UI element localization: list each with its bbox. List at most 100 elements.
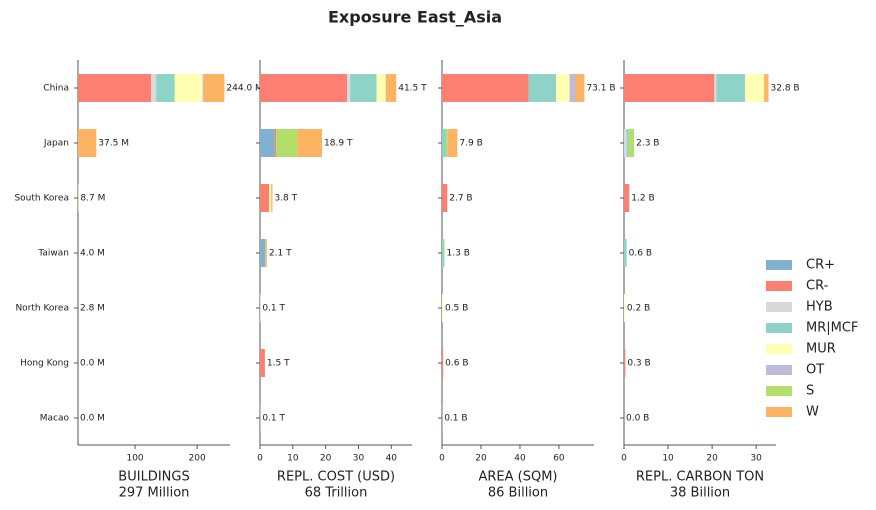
bar-segment xyxy=(624,184,630,212)
value-label: 32.8 B xyxy=(771,84,800,94)
bar-segment xyxy=(624,129,627,157)
y-tick-label: South Korea xyxy=(14,194,69,204)
legend-swatch xyxy=(766,281,792,291)
legend-label: OT xyxy=(806,363,824,378)
bar-segment xyxy=(78,74,152,102)
bar-segment xyxy=(626,129,629,157)
y-tick-label: Hong Kong xyxy=(20,359,69,369)
x-axis-label: AREA (SQM) xyxy=(478,470,557,485)
bar-segment xyxy=(174,74,203,102)
bar-segment xyxy=(260,129,275,157)
value-label: 2.3 B xyxy=(636,139,659,149)
x-tick-label: 0 xyxy=(621,454,627,464)
bar-segment xyxy=(442,129,446,157)
bar-segment xyxy=(269,184,272,212)
bar-segment xyxy=(385,74,397,102)
bar-segment xyxy=(271,184,273,212)
bar-segment xyxy=(151,74,157,102)
value-label: 73.1 B xyxy=(586,84,615,94)
bar-segment xyxy=(442,294,443,322)
value-label: 0.0 M xyxy=(80,359,105,369)
value-label: 37.5 M xyxy=(98,139,129,149)
bar-segment xyxy=(445,129,448,157)
legend-label: S xyxy=(806,384,814,399)
value-label: 1.5 T xyxy=(267,359,290,369)
legend-label: CR+ xyxy=(806,258,835,273)
x-tick-label: 10 xyxy=(287,454,299,464)
x-tick-label: 0 xyxy=(439,454,445,464)
bar-segment xyxy=(260,184,270,212)
y-tick-label: China xyxy=(43,84,69,94)
bar-segment xyxy=(442,239,444,267)
bar-segment xyxy=(447,129,458,157)
bar-segment xyxy=(628,129,635,157)
bar-segment xyxy=(260,349,265,377)
legend-swatch xyxy=(766,260,792,270)
value-label: 0.0 M xyxy=(80,414,105,424)
bar-segment xyxy=(78,129,97,157)
value-label: 2.1 T xyxy=(269,249,292,259)
value-label: 1.2 B xyxy=(631,194,654,204)
bar-segment xyxy=(346,74,351,102)
value-label: 8.7 M xyxy=(80,194,105,204)
value-label: 0.0 B xyxy=(626,414,649,424)
bar-segment xyxy=(764,74,769,102)
x-tick-label: 20 xyxy=(706,454,718,464)
x-tick-label: 200 xyxy=(189,454,206,464)
bar-segment xyxy=(624,294,625,322)
bar-segment xyxy=(274,129,277,157)
x-axis-label: BUILDINGS xyxy=(118,470,189,485)
value-label: 0.6 B xyxy=(445,359,468,369)
bar-segment xyxy=(575,74,585,102)
x-tick-label: 40 xyxy=(514,454,526,464)
chart-title: Exposure East_Asia xyxy=(328,8,502,27)
bar-segment xyxy=(624,239,627,267)
x-tick-label: 40 xyxy=(386,454,398,464)
value-label: 1.3 B xyxy=(447,249,470,259)
value-label: 0.1 B xyxy=(444,414,467,424)
y-tick-label: Macao xyxy=(40,414,70,424)
bar-segment xyxy=(203,74,225,102)
value-label: 41.5 T xyxy=(398,84,427,94)
bar-segment xyxy=(202,74,204,102)
bar-segment xyxy=(624,74,715,102)
legend-swatch xyxy=(766,386,792,396)
bar-segment xyxy=(442,74,529,102)
value-label: 0.2 B xyxy=(627,304,650,314)
bar-segment xyxy=(260,74,347,102)
bar-segment xyxy=(156,74,175,102)
y-tick-label: Taiwan xyxy=(37,249,69,259)
legend-label: W xyxy=(806,405,819,420)
value-label: 0.3 B xyxy=(627,359,650,369)
x-axis-sublabel: 38 Billion xyxy=(670,486,730,501)
value-label: 0.6 B xyxy=(629,249,652,259)
legend-swatch xyxy=(766,365,792,375)
bar-segment xyxy=(569,74,576,102)
x-tick-label: 100 xyxy=(126,454,143,464)
x-tick-label: 30 xyxy=(353,454,365,464)
legend-swatch xyxy=(766,302,792,312)
bar-segment xyxy=(443,239,445,267)
value-label: 2.7 B xyxy=(449,194,472,204)
bar-segment xyxy=(624,349,626,377)
y-tick-label: Japan xyxy=(43,139,69,149)
x-axis-sublabel: 86 Billion xyxy=(488,486,548,501)
value-label: 244.0 M xyxy=(226,84,262,94)
bar-segment xyxy=(528,74,556,102)
bar-segment xyxy=(556,74,570,102)
x-axis-sublabel: 68 Trillion xyxy=(305,486,368,501)
legend-label: CR- xyxy=(806,279,829,294)
x-axis-sublabel: 297 Million xyxy=(119,486,190,501)
x-tick-label: 0 xyxy=(257,454,263,464)
y-tick-label: North Korea xyxy=(15,304,69,314)
legend-label: MR|MCF xyxy=(806,321,858,336)
bar-segment xyxy=(276,129,298,157)
legend-swatch xyxy=(766,323,792,333)
bar-segment xyxy=(442,349,444,377)
x-tick-label: 20 xyxy=(320,454,332,464)
bar-segment xyxy=(265,239,267,267)
value-label: 3.8 T xyxy=(274,194,297,204)
bar-segment xyxy=(714,74,717,102)
value-label: 18.9 T xyxy=(324,139,353,149)
value-label: 0.1 T xyxy=(262,414,285,424)
